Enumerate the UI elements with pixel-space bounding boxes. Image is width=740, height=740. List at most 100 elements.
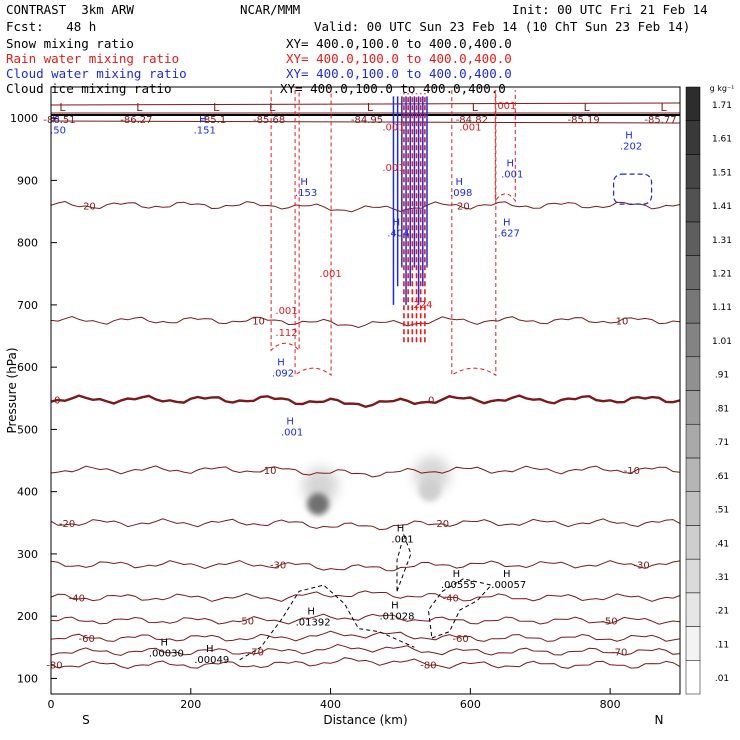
temp-minimum-label: -84.95 — [351, 115, 383, 126]
cloud-ice-max-marker: H — [391, 600, 399, 611]
plot-frame — [50, 86, 681, 695]
isotherm--60 — [51, 630, 680, 642]
contour-labels: -80 -80 -70 -70 -60 -60 -50 -50 -40 -40 -30 -30 -20 -… — [43, 101, 676, 672]
init-time: Init: 00 UTC Fri 21 Feb 14 — [512, 2, 708, 17]
x-axis-title: Distance (km) — [323, 713, 407, 727]
isotherm-label: -20 — [59, 519, 75, 530]
isotherm-label: 20 — [457, 201, 470, 212]
colorbar-label: .11 — [715, 640, 729, 650]
colorbar-swatch — [685, 120, 701, 155]
colorbar-label: .71 — [715, 438, 729, 448]
cloud-ice-max-marker: H — [453, 569, 461, 580]
rain-max-label: .001 — [319, 269, 341, 280]
x-tick-label: 400 — [320, 698, 341, 711]
temp-minimum-marker: L — [367, 101, 374, 114]
y-tick-label: 600 — [17, 361, 38, 374]
temp-minimum-label: -85.19 — [568, 115, 600, 126]
field-name-cloud-water: Cloud water mixing ratio — [6, 66, 187, 81]
field-xy-snow: XY= 400.0,100.0 to 400.0,400.0 — [286, 36, 512, 51]
isotherm-label: 10 — [616, 316, 629, 327]
colorbar-label: .01 — [715, 674, 729, 684]
temp-minimum-marker: L — [213, 101, 220, 114]
cloud-water-max-label: .001 — [281, 428, 303, 439]
isotherm-label: -30 — [633, 561, 649, 572]
cloud-water-max-label: .202 — [620, 141, 642, 152]
y-tick-label: 400 — [17, 486, 38, 499]
rain-max-label: .112 — [275, 328, 297, 339]
cloud-ice-max-marker: H — [307, 607, 315, 618]
y-tick-label: 700 — [17, 299, 38, 312]
isotherm-label: -40 — [69, 594, 85, 605]
isotherm--80 — [51, 657, 680, 670]
model-title: CONTRAST 3km ARW — [6, 2, 134, 17]
cloud-ice-contour-0 — [239, 584, 415, 661]
cloud-water-max-marker: H — [507, 158, 515, 169]
colorbar-label: 1.11 — [712, 303, 732, 313]
isotherm-label: -10 — [624, 466, 640, 477]
cloud-ice-max-label: .00049 — [194, 655, 229, 666]
colorbar-swatch — [685, 289, 701, 324]
rain-contour-1 — [294, 90, 332, 377]
isotherm-label: -50 — [238, 617, 254, 628]
y-tick-label: 300 — [17, 548, 38, 561]
y-tick-label: 900 — [17, 174, 38, 187]
snow-shade-core-0 — [307, 493, 330, 516]
isotherm-label: -80 — [420, 661, 436, 672]
cloud-water-max-marker: H — [393, 217, 401, 228]
forecast-hour: Fcst: 48 h — [6, 19, 97, 34]
colorbar-label: .61 — [715, 472, 729, 482]
isotherm-label: -60 — [452, 634, 468, 645]
cloud-water-max-label: .098 — [450, 188, 472, 199]
colorbar-swatch — [685, 592, 701, 627]
rain-max-label: .001 — [382, 163, 404, 174]
cloud-ice-max-label: .00555 — [441, 580, 476, 591]
temp-minimum-marker: L — [660, 101, 667, 114]
field-xy-cloud-ice: XY= 400.0,100.0 to 400.0,400.0 — [280, 81, 506, 96]
x-tick-label: 600 — [460, 698, 481, 711]
colorbar-label: 1.71 — [712, 101, 732, 111]
isotherm-label: 20 — [83, 201, 96, 212]
rain-water-contours — [270, 90, 516, 377]
valid-time: Valid: 00 UTC Sun 23 Feb 14 (10 ChT Sun … — [314, 19, 691, 34]
colorbar-swatch — [685, 558, 701, 594]
isotherm--40 — [51, 590, 680, 602]
temp-minimum-label: -84.82 — [456, 115, 488, 126]
isotherm-label: -40 — [443, 594, 459, 605]
isotherm-label: 0 — [54, 396, 60, 407]
direction-north: N — [655, 713, 664, 727]
cloud-water-max-label: .153 — [295, 188, 317, 199]
temp-minimum-label: -86.51 — [43, 115, 75, 126]
cloud-ice-max-marker: H — [503, 569, 511, 580]
colorbar-swatch — [685, 525, 701, 560]
cloud-water-max-marker: H — [300, 177, 308, 188]
cloud-water-max-label: .627 — [498, 228, 520, 239]
isotherm-20 — [51, 200, 680, 213]
cloud-water-contour-east — [613, 173, 653, 205]
cloud-ice-max-marker: H — [206, 644, 214, 655]
colorbar-swatch — [685, 660, 701, 695]
colorbar-label: .41 — [715, 539, 729, 549]
field-xy-cloud-water: XY= 400.0,100.0 to 400.0,400.0 — [286, 66, 512, 81]
cloud-ice-contour-1 — [396, 533, 412, 592]
isotherm-label: -70 — [611, 648, 627, 659]
y-tick-label: 500 — [17, 423, 38, 436]
isotherm--70 — [51, 643, 680, 656]
rain-max-label: .001 — [275, 306, 297, 317]
cloud-water-max-marker: H — [455, 177, 463, 188]
colorbar-swatch — [685, 491, 701, 526]
cloud-water-max-label: .151 — [194, 126, 216, 137]
y-tick-label: 800 — [17, 237, 38, 250]
isotherm-label: 0 — [428, 396, 434, 407]
colorbar-label: .81 — [715, 404, 729, 414]
colorbar-label: 1.31 — [712, 236, 732, 246]
isotherm-label: -60 — [78, 634, 94, 645]
colorbar-swatch — [685, 390, 701, 425]
colorbar-label: 1.41 — [712, 202, 732, 212]
colorbar-label: .31 — [715, 573, 729, 583]
snow-shade-core-1 — [418, 479, 441, 502]
field-name-snow: Snow mixing ratio — [6, 36, 134, 51]
isotherm-0 — [51, 394, 680, 409]
temp-minimum-marker: L — [269, 101, 276, 114]
isotherm--30 — [51, 560, 680, 572]
temp-minimum-label: -85.77 — [644, 115, 676, 126]
